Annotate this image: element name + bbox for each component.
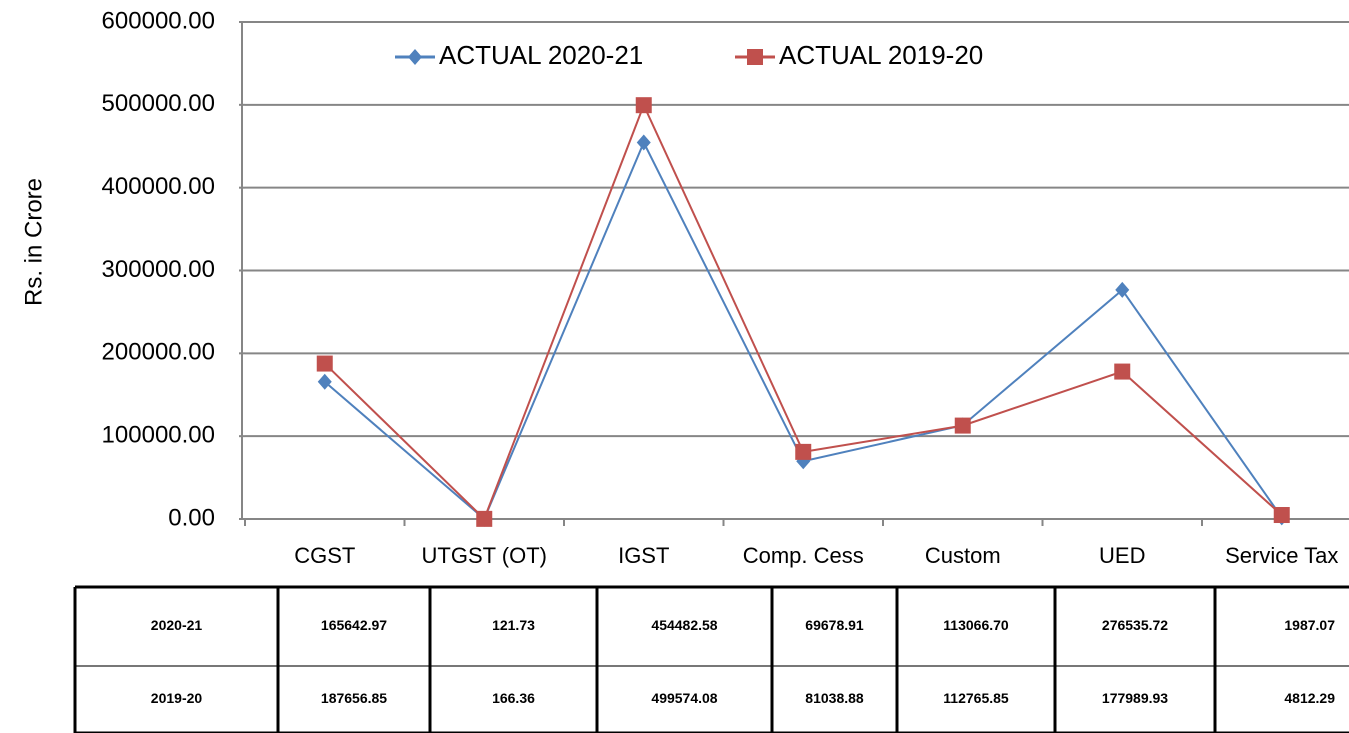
legend-label: ACTUAL 2019-20 xyxy=(779,40,983,70)
table-cell: 4812.29 xyxy=(1284,690,1335,706)
legend-marker xyxy=(747,49,763,65)
table-cell: 177989.93 xyxy=(1102,690,1168,706)
y-tick-label: 0.00 xyxy=(168,504,215,531)
table-cell: 276535.72 xyxy=(1102,617,1168,633)
data-point xyxy=(636,134,651,151)
table-cell: 165642.97 xyxy=(321,617,387,633)
table-cell: 1987.07 xyxy=(1284,617,1335,633)
x-tick-label: UED xyxy=(1099,543,1145,568)
table-cell: 454482.58 xyxy=(651,617,717,633)
data-point xyxy=(635,97,652,114)
data-point xyxy=(1114,363,1131,380)
table-cell: 166.36 xyxy=(492,690,535,706)
legend-label: ACTUAL 2020-21 xyxy=(439,40,643,70)
table-cell: 69678.91 xyxy=(805,617,864,633)
table-row-label: 2020-21 xyxy=(151,617,203,633)
y-tick-label: 600000.00 xyxy=(102,7,215,34)
table-cell: 81038.88 xyxy=(805,690,864,706)
y-tick-label: 400000.00 xyxy=(102,173,215,200)
table-cell: 499574.08 xyxy=(651,690,717,706)
x-tick-label: UTGST (OT) xyxy=(422,543,547,568)
data-point xyxy=(317,373,332,390)
x-tick-label: Service Tax xyxy=(1225,543,1338,568)
data-point xyxy=(795,443,812,460)
data-point xyxy=(1273,507,1290,524)
data-point xyxy=(954,417,971,434)
y-tick-label: 500000.00 xyxy=(102,90,215,117)
y-axis-label: Rs. in Crore xyxy=(20,178,47,306)
table-row-label: 2019-20 xyxy=(151,690,203,706)
y-tick-label: 200000.00 xyxy=(102,339,215,366)
x-tick-label: Comp. Cess xyxy=(743,543,864,568)
data-point xyxy=(476,510,493,527)
y-tick-label: 100000.00 xyxy=(102,422,215,449)
x-tick-label: CGST xyxy=(294,543,355,568)
x-tick-label: IGST xyxy=(618,543,669,568)
table-cell: 121.73 xyxy=(492,617,535,633)
legend-marker xyxy=(408,49,422,65)
table-cell: 112765.85 xyxy=(943,690,1009,706)
table-cell: 113066.70 xyxy=(943,617,1009,633)
y-tick-label: 300000.00 xyxy=(102,256,215,283)
data-point xyxy=(316,355,333,372)
data-point xyxy=(1115,281,1130,298)
x-tick-label: Custom xyxy=(925,543,1001,568)
table-cell: 187656.85 xyxy=(321,690,387,706)
